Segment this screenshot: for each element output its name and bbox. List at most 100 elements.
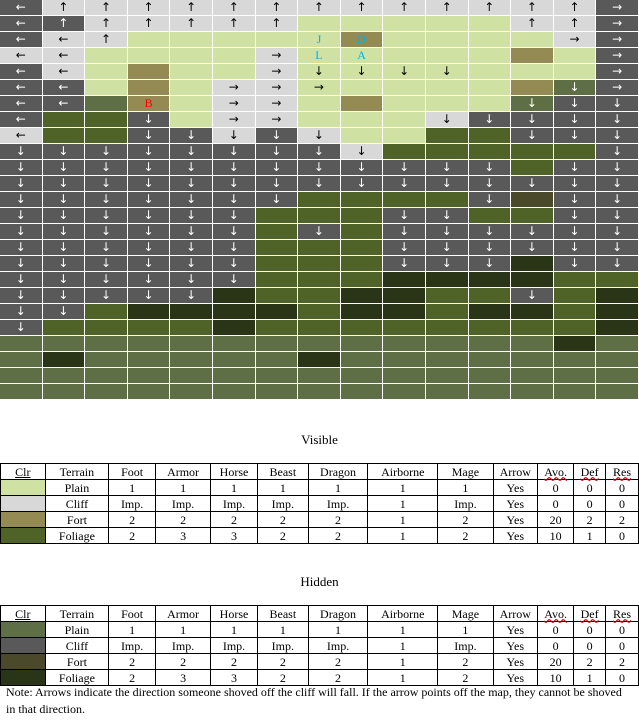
- unit-marker: A: [357, 48, 366, 62]
- fall-direction-arrow-icon: →: [612, 64, 623, 78]
- fall-direction-arrow-icon: ↓: [569, 240, 580, 254]
- map-cell: [298, 192, 341, 208]
- map-cell: [255, 336, 299, 352]
- map-cell: ↑: [340, 0, 384, 16]
- fall-direction-arrow-icon: ↓: [143, 272, 154, 286]
- unit-marker: D: [357, 32, 366, 46]
- map-cell: L: [298, 48, 341, 64]
- fall-direction-arrow-icon: ←: [15, 32, 26, 46]
- map-cell: ↓: [170, 288, 213, 304]
- fall-direction-arrow-icon: ←: [15, 80, 26, 94]
- map-cell: ↓: [0, 208, 43, 224]
- map-cell: ↓: [212, 176, 256, 192]
- visible-table-title: Visible: [301, 432, 338, 447]
- map-cell: ↑: [127, 0, 171, 16]
- map-cell: ↓: [85, 224, 128, 240]
- fall-direction-arrow-icon: ↓: [186, 160, 197, 174]
- map-cell: ↑: [85, 32, 128, 48]
- map-cell: →: [596, 48, 639, 64]
- map-cell: ↓: [553, 128, 597, 144]
- fall-direction-arrow-icon: ↑: [313, 0, 324, 14]
- fall-direction-arrow-icon: ↓: [399, 240, 410, 254]
- fall-direction-arrow-icon: ↓: [100, 288, 112, 302]
- map-cell: ↓: [511, 96, 554, 112]
- fall-direction-arrow-icon: →: [271, 96, 282, 110]
- map-cell: ↓: [511, 112, 554, 128]
- map-cell: ↓: [425, 112, 469, 128]
- fall-direction-arrow-icon: ↑: [143, 0, 154, 14]
- fall-direction-arrow-icon: ←: [15, 96, 26, 110]
- map-cell: ←: [0, 128, 43, 144]
- table-cell: 1: [210, 621, 258, 638]
- map-cell: ↓: [0, 144, 43, 160]
- fall-direction-arrow-icon: ↓: [228, 176, 239, 190]
- map-cell: [553, 368, 597, 384]
- map-cell: ↓: [212, 256, 256, 272]
- table-cell: 1: [108, 621, 156, 638]
- table-cell: 2: [256, 653, 309, 670]
- fall-direction-arrow-icon: ↓: [526, 128, 537, 142]
- map-cell: [170, 48, 213, 64]
- terrain-name: Foliage: [44, 527, 110, 544]
- map-cell: [383, 304, 426, 320]
- map-cell: ↓: [596, 112, 639, 128]
- map-cell: [212, 48, 256, 64]
- fall-direction-arrow-icon: ↓: [58, 304, 69, 318]
- map-cell: [596, 288, 639, 304]
- color-swatch: [0, 669, 46, 686]
- map-cell: [425, 128, 469, 144]
- fall-direction-arrow-icon: ↓: [186, 128, 197, 142]
- map-cell: [511, 144, 554, 160]
- map-cell: [511, 208, 554, 224]
- table-cell: 1: [256, 479, 309, 496]
- map-cell: [340, 256, 384, 272]
- map-cell: [212, 368, 256, 384]
- table-cell: Yes: [492, 495, 539, 512]
- map-cell: [127, 384, 171, 400]
- table-cell: Imp.: [307, 495, 369, 512]
- map-cell: [340, 192, 384, 208]
- map-cell: [596, 320, 639, 336]
- map-cell: [596, 304, 639, 320]
- map-cell: [85, 368, 128, 384]
- map-cell: [425, 144, 469, 160]
- fall-direction-arrow-icon: ↓: [143, 256, 154, 270]
- map-cell: ↓: [212, 160, 256, 176]
- table-cell: Yes: [492, 621, 539, 638]
- fall-direction-arrow-icon: ↓: [399, 224, 410, 238]
- fall-direction-arrow-icon: ↓: [186, 240, 197, 254]
- map-cell: ↓: [553, 80, 597, 96]
- map-cell: [127, 304, 171, 320]
- map-cell: ↓: [511, 176, 554, 192]
- fall-direction-arrow-icon: ↓: [313, 128, 324, 142]
- map-cell: [511, 32, 554, 48]
- fall-direction-arrow-icon: ←: [58, 32, 69, 46]
- map-cell: ↓: [85, 240, 128, 256]
- fall-direction-arrow-icon: ↓: [100, 160, 112, 174]
- map-cell: ↓: [42, 176, 86, 192]
- fall-direction-arrow-icon: →: [271, 64, 282, 78]
- fall-direction-arrow-icon: ↓: [228, 256, 239, 270]
- column-header: Arrow: [492, 463, 539, 480]
- map-cell: ↓: [425, 240, 469, 256]
- fall-direction-arrow-icon: ↓: [15, 160, 26, 174]
- map-cell: ↓: [425, 176, 469, 192]
- map-cell: ↓: [170, 272, 213, 288]
- fall-direction-arrow-icon: ↓: [228, 272, 239, 286]
- map-cell: [383, 288, 426, 304]
- map-cell: [383, 112, 426, 128]
- map-cell: [383, 80, 426, 96]
- table-cell: 0: [605, 669, 639, 686]
- map-cell: ←: [42, 32, 86, 48]
- column-header: Arrow: [492, 605, 539, 622]
- fall-direction-arrow-icon: ↓: [58, 192, 69, 206]
- fall-direction-arrow-icon: ↓: [100, 144, 112, 158]
- map-cell: [340, 112, 384, 128]
- map-cell: →: [596, 80, 639, 96]
- table-cell: Yes: [492, 527, 539, 544]
- map-cell: ↓: [553, 240, 597, 256]
- table-cell: 1: [307, 479, 369, 496]
- table-cell: 0: [537, 621, 575, 638]
- fall-direction-arrow-icon: ↓: [356, 160, 367, 174]
- map-cell: [255, 304, 299, 320]
